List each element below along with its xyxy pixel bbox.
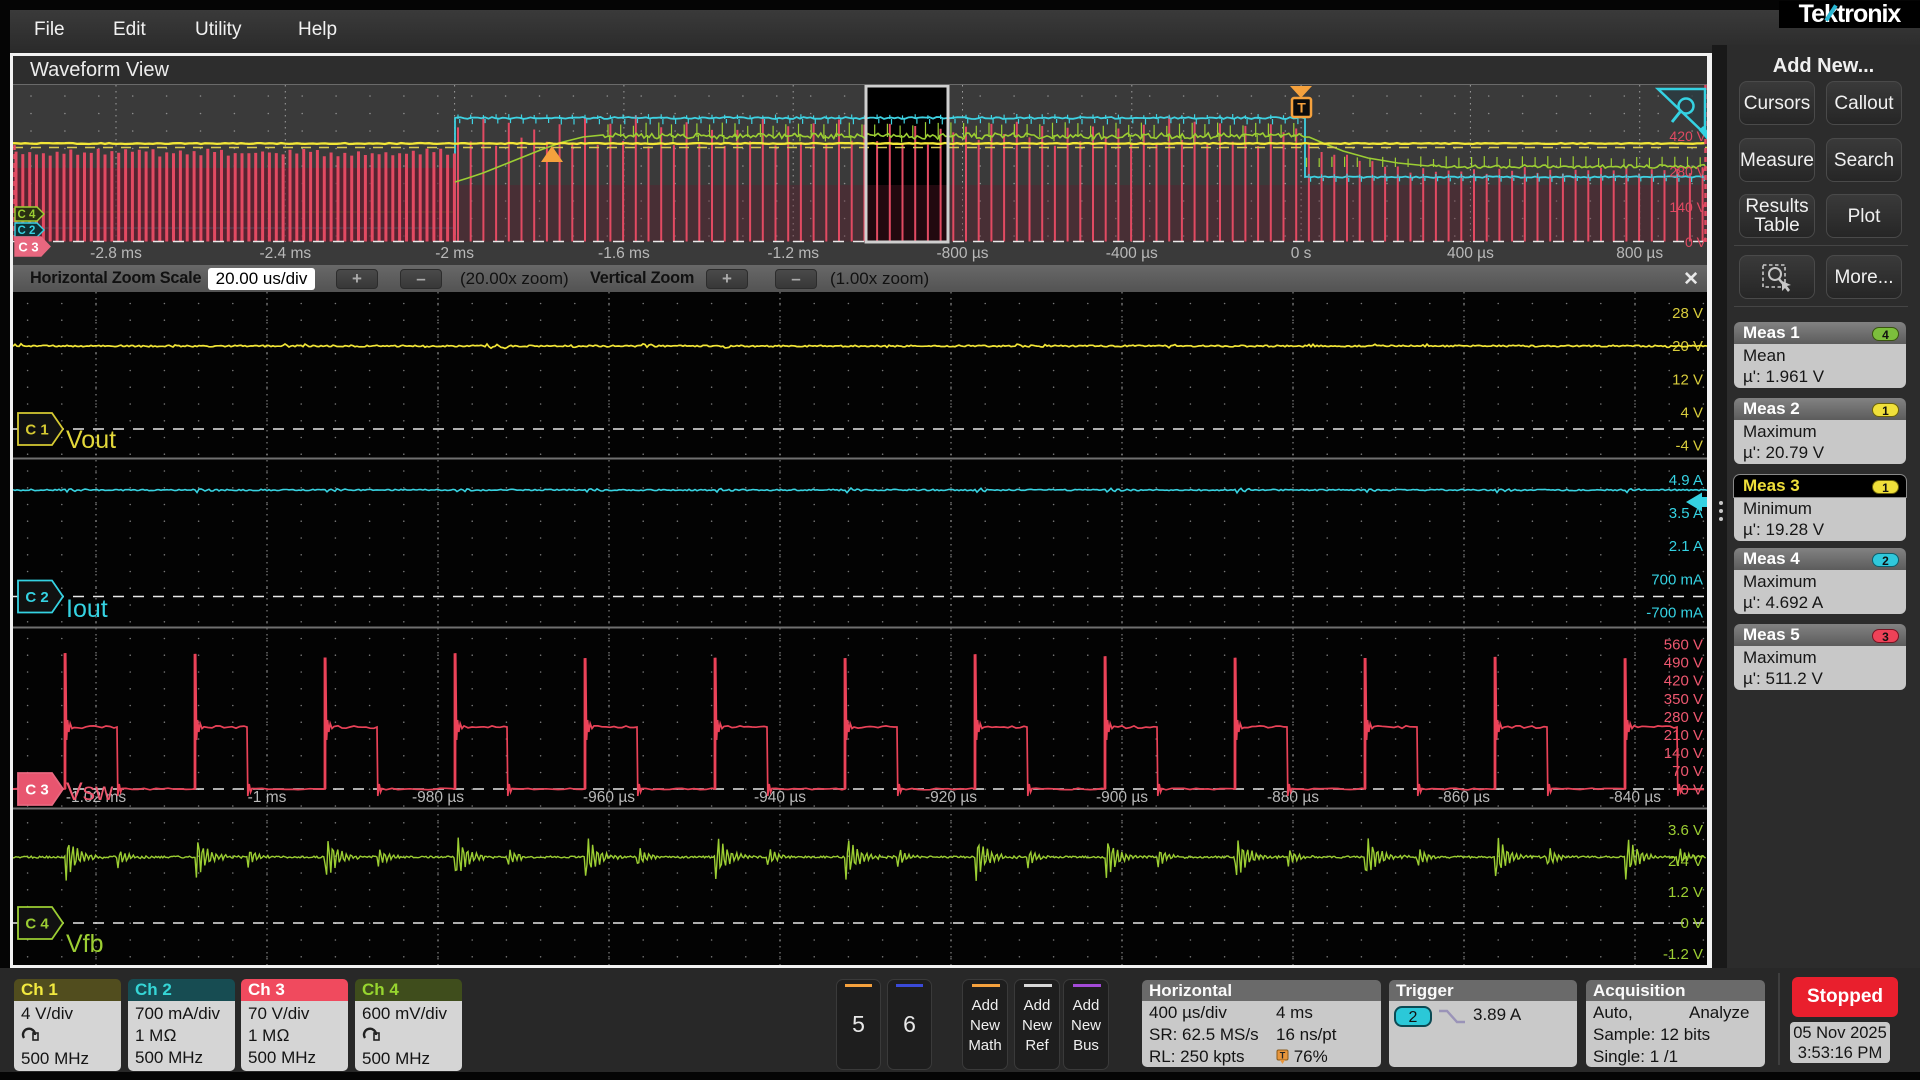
svg-text:-2 ms: -2 ms [435, 245, 474, 262]
svg-text:-2.4 ms: -2.4 ms [259, 245, 311, 262]
svg-text:-4 V: -4 V [1675, 438, 1703, 455]
svg-text:12 V: 12 V [1672, 372, 1703, 389]
svg-text:C 1: C 1 [25, 422, 48, 439]
svg-text:280 V: 280 V [1664, 709, 1703, 726]
svg-text:-1.2 ms: -1.2 ms [767, 245, 819, 262]
svg-text:-980 µs: -980 µs [412, 789, 464, 806]
svg-text:Vfb: Vfb [66, 930, 104, 958]
svg-text:2.1 A: 2.1 A [1669, 538, 1703, 555]
svg-text:-1.2 V: -1.2 V [1663, 946, 1703, 963]
svg-text:-920 µs: -920 µs [925, 789, 977, 806]
svg-text:-940 µs: -940 µs [754, 789, 806, 806]
svg-text:-1.6 ms: -1.6 ms [598, 245, 650, 262]
svg-text:800 µs: 800 µs [1616, 245, 1663, 262]
svg-text:-860 µs: -860 µs [1438, 789, 1490, 806]
svg-text:Vout: Vout [66, 426, 116, 454]
svg-text:-800 µs: -800 µs [936, 245, 988, 262]
svg-text:C 2: C 2 [25, 589, 48, 606]
svg-text:400 µs: 400 µs [1447, 245, 1494, 262]
svg-text:-1.02 ms: -1.02 ms [66, 789, 127, 806]
svg-text:-1 ms: -1 ms [248, 789, 287, 806]
svg-text:0 s: 0 s [1291, 245, 1312, 262]
svg-text:350 V: 350 V [1664, 691, 1703, 708]
svg-text:140 V: 140 V [1669, 199, 1706, 215]
svg-text:280 V: 280 V [1669, 164, 1706, 180]
svg-text:-840 µs: -840 µs [1609, 789, 1661, 806]
svg-text:210 V: 210 V [1664, 727, 1703, 744]
svg-text:70 V: 70 V [1672, 763, 1703, 780]
svg-text:-700 mA: -700 mA [1646, 605, 1703, 622]
svg-text:420 V: 420 V [1669, 128, 1706, 144]
svg-text:4 V: 4 V [1680, 405, 1703, 422]
svg-text:28 V: 28 V [1672, 305, 1703, 322]
svg-text:T: T [1280, 1051, 1286, 1061]
svg-text:C 3: C 3 [18, 240, 38, 255]
svg-text:-880 µs: -880 µs [1267, 789, 1319, 806]
svg-text:3.5 A: 3.5 A [1669, 505, 1703, 522]
svg-text:560 V: 560 V [1664, 637, 1703, 654]
svg-text:C 2: C 2 [18, 225, 36, 237]
svg-text:700 mA: 700 mA [1651, 572, 1703, 589]
svg-text:-960 µs: -960 µs [583, 789, 635, 806]
svg-text:1.2 V: 1.2 V [1668, 884, 1703, 901]
svg-text:Vsw: Vsw [66, 778, 114, 806]
svg-text:2: 2 [1409, 1009, 1418, 1026]
svg-text:420 V: 420 V [1664, 673, 1703, 690]
svg-text:-900 µs: -900 µs [1096, 789, 1148, 806]
svg-text:0 V: 0 V [1680, 915, 1703, 932]
svg-text:0 V: 0 V [1685, 234, 1707, 250]
svg-text:-400 µs: -400 µs [1106, 245, 1158, 262]
svg-text:C 3: C 3 [25, 782, 48, 799]
svg-text:Iout: Iout [66, 595, 108, 623]
svg-text:3.6 V: 3.6 V [1668, 822, 1703, 839]
svg-text:C 4: C 4 [18, 209, 37, 221]
svg-text:T: T [1297, 100, 1306, 116]
svg-text:C 4: C 4 [25, 916, 49, 933]
svg-text:140 V: 140 V [1664, 745, 1703, 762]
svg-text:4.9 A: 4.9 A [1669, 472, 1703, 489]
svg-text:490 V: 490 V [1664, 655, 1703, 672]
svg-text:-2.8 ms: -2.8 ms [90, 245, 142, 262]
